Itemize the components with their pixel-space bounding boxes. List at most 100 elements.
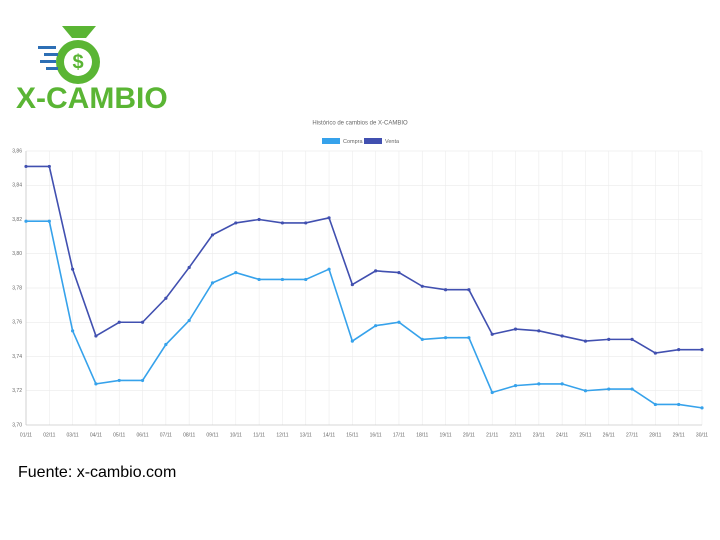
point — [560, 382, 564, 386]
x-tick-label: 28/11 — [649, 432, 661, 438]
x-tick-label: 26/11 — [603, 432, 615, 438]
point — [24, 164, 28, 169]
svg-text:$: $ — [72, 51, 83, 73]
point — [397, 320, 401, 324]
point — [583, 339, 588, 343]
point — [350, 282, 354, 287]
point — [467, 336, 471, 340]
legend-swatch — [364, 138, 382, 144]
x-tick-label: 18/11 — [416, 432, 428, 438]
legend-label: Compra — [343, 139, 364, 145]
point — [71, 267, 75, 271]
x-tick-label: 19/11 — [440, 432, 452, 438]
point — [420, 284, 424, 288]
x-tick-label: 17/11 — [393, 432, 405, 438]
point — [560, 334, 564, 338]
point — [257, 217, 261, 222]
point — [164, 342, 168, 347]
point — [607, 387, 611, 391]
x-tick-label: 07/11 — [160, 432, 172, 438]
point — [653, 402, 657, 407]
point — [607, 337, 611, 341]
point — [653, 351, 657, 355]
y-tick-label: 3,82 — [12, 217, 22, 223]
point — [257, 277, 261, 282]
x-tick-label: 03/11 — [67, 432, 79, 438]
point — [304, 277, 308, 282]
point — [210, 233, 215, 237]
x-tick-label: 04/11 — [90, 432, 102, 438]
x-tick-label: 21/11 — [486, 432, 498, 438]
point — [490, 390, 494, 395]
y-tick-label: 3,72 — [12, 388, 22, 394]
x-tick-label: 02/11 — [43, 432, 55, 438]
x-tick-label: 23/11 — [533, 432, 545, 438]
point — [280, 221, 285, 225]
y-tick-label: 3,86 — [12, 148, 22, 154]
x-tick-label: 06/11 — [136, 432, 148, 438]
point — [677, 402, 681, 407]
x-tick-label: 11/11 — [253, 432, 265, 438]
point — [327, 267, 331, 271]
point — [164, 296, 168, 300]
point — [630, 337, 634, 341]
point — [234, 270, 238, 275]
point — [374, 269, 378, 273]
point — [583, 389, 588, 393]
point — [327, 216, 331, 220]
point — [280, 277, 285, 282]
x-tick-label: 12/11 — [276, 432, 288, 438]
x-tick-label: 05/11 — [113, 432, 125, 438]
x-tick-label: 15/11 — [346, 432, 358, 438]
y-tick-label: 3,78 — [12, 285, 22, 291]
point — [443, 288, 448, 292]
x-tick-label: 16/11 — [370, 432, 382, 438]
point — [140, 320, 145, 324]
point — [117, 320, 121, 324]
x-tick-label: 09/11 — [206, 432, 218, 438]
legend-label: Venta — [385, 139, 400, 145]
point — [47, 219, 51, 223]
point — [513, 327, 518, 331]
point — [537, 329, 541, 333]
point — [537, 382, 541, 386]
y-tick-label: 3,70 — [12, 422, 22, 428]
y-tick-label: 3,76 — [12, 320, 22, 326]
point — [47, 164, 51, 169]
point — [140, 378, 145, 383]
point — [397, 270, 401, 275]
point — [187, 265, 191, 270]
x-tick-label: 25/11 — [579, 432, 591, 438]
point — [700, 406, 704, 410]
x-tick-label: 29/11 — [673, 432, 685, 438]
point — [234, 221, 238, 225]
point — [443, 336, 448, 340]
logo-text: X-CAMBIO — [16, 82, 168, 115]
y-tick-label: 3,74 — [12, 354, 22, 360]
chart-title: Histórico de cambios de X-CAMBIO — [312, 121, 408, 127]
point — [24, 219, 28, 223]
x-tick-label: 10/11 — [230, 432, 242, 438]
point — [94, 334, 98, 338]
source: Fuente: x-cambio.com — [18, 464, 176, 481]
point — [94, 382, 98, 386]
point — [467, 288, 471, 292]
y-tick-label: 3,80 — [12, 251, 22, 257]
legend-swatch — [322, 138, 340, 144]
point — [700, 348, 704, 352]
point — [117, 378, 121, 383]
point — [490, 332, 494, 336]
x-tick-label: 30/11 — [696, 432, 708, 438]
line — [26, 220, 703, 409]
point — [677, 348, 681, 352]
x-tick-label: 20/11 — [463, 432, 475, 438]
y-tick-label: 3,84 — [12, 183, 22, 189]
point — [513, 384, 518, 388]
x-tick-label: 27/11 — [626, 432, 638, 438]
point — [71, 329, 75, 333]
point — [420, 337, 424, 341]
line — [26, 165, 702, 354]
x-tick-label: 13/11 — [300, 432, 312, 438]
x-tick-label: 01/11 — [20, 432, 32, 438]
